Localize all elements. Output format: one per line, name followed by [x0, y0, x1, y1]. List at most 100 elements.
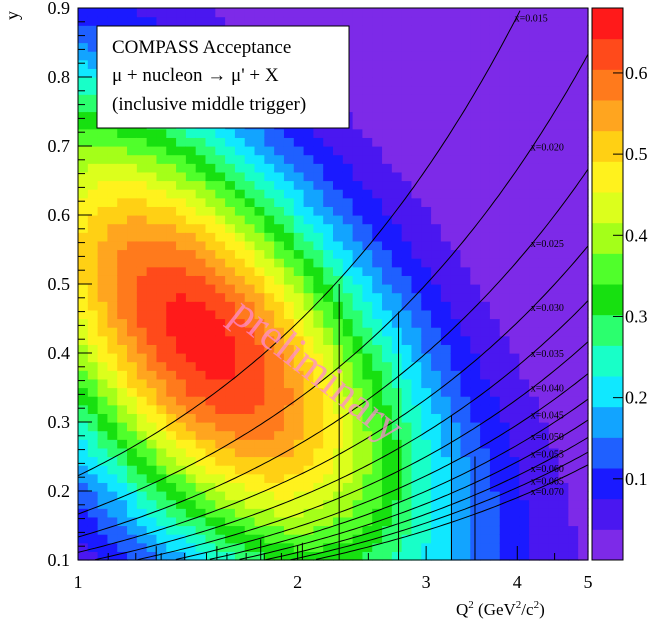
- heatmap-cell: [362, 180, 373, 190]
- heatmap-cell: [303, 370, 314, 380]
- heatmap-cell: [97, 171, 109, 182]
- heatmap-cell: [382, 542, 393, 552]
- heatmap-cell: [538, 413, 550, 423]
- heatmap-cell: [489, 146, 501, 156]
- heatmap-cell: [519, 163, 530, 173]
- heatmap-cell: [431, 456, 442, 466]
- heatmap-cell: [323, 292, 334, 302]
- heatmap-cell: [136, 508, 148, 518]
- heatmap-cell: [225, 404, 236, 414]
- heatmap-cell: [431, 499, 442, 509]
- heatmap-cell: [274, 456, 285, 466]
- heatmap-cell: [323, 344, 334, 354]
- heatmap-cell: [342, 439, 354, 449]
- colorbar-swatch: [592, 8, 623, 40]
- heatmap-cell: [244, 378, 256, 389]
- heatmap-cell: [303, 128, 314, 138]
- heatmap-cell: [107, 456, 118, 466]
- heatmap-cell: [460, 292, 471, 302]
- heatmap-cell: [470, 180, 481, 190]
- heatmap-cell: [489, 223, 501, 233]
- heatmap-cell: [244, 232, 256, 242]
- heatmap-cell: [509, 33, 520, 44]
- heatmap-cell: [391, 128, 403, 138]
- heatmap-cell: [254, 387, 265, 397]
- heatmap-cell: [215, 180, 226, 190]
- heatmap-cell: [215, 318, 226, 328]
- heatmap-cell: [323, 370, 334, 380]
- heatmap-cell: [136, 171, 148, 182]
- colorbar-swatch: [592, 161, 623, 193]
- heatmap-cell: [352, 396, 364, 406]
- heatmap-cell: [283, 378, 295, 389]
- heatmap-cell: [391, 353, 403, 363]
- heatmap-cell: [156, 387, 167, 397]
- heatmap-cell: [489, 508, 501, 518]
- heatmap-cell: [215, 456, 226, 466]
- heatmap-cell: [323, 215, 334, 225]
- heatmap-cell: [205, 361, 216, 371]
- heatmap-cell: [117, 335, 128, 345]
- heatmap-cell: [440, 266, 452, 276]
- heatmap-cell: [362, 361, 373, 371]
- heatmap-cell: [97, 447, 109, 458]
- heatmap-cell: [156, 163, 167, 173]
- heatmap-cell: [558, 120, 569, 130]
- x-tick-label: 4: [513, 572, 522, 592]
- heatmap-cell: [323, 473, 334, 483]
- heatmap-cell: [431, 309, 442, 320]
- heatmap-cell: [78, 551, 89, 561]
- heatmap-cell: [440, 25, 452, 35]
- heatmap-cell: [254, 473, 265, 483]
- heatmap-cell: [176, 456, 187, 466]
- heatmap-cell: [421, 473, 432, 483]
- heatmap-cell: [382, 275, 393, 285]
- heatmap-cell: [78, 516, 89, 527]
- heatmap-cell: [578, 94, 589, 104]
- heatmap-cell: [205, 335, 216, 345]
- heatmap-cell: [205, 249, 216, 259]
- heatmap-cell: [470, 102, 481, 113]
- heatmap-cell: [421, 180, 432, 190]
- heatmap-cell: [421, 508, 432, 518]
- heatmap-cell: [274, 163, 285, 173]
- heatmap-cell: [166, 206, 177, 216]
- heatmap-cell: [97, 430, 109, 440]
- heatmap-cell: [460, 249, 471, 259]
- heatmap-cell: [78, 94, 89, 104]
- heatmap-cell: [333, 249, 344, 259]
- heatmap-cell: [548, 59, 560, 69]
- heatmap-cell: [401, 180, 413, 190]
- heatmap-cell: [411, 542, 422, 552]
- heatmap-cell: [382, 120, 393, 130]
- heatmap-cell: [480, 335, 491, 345]
- heatmap-cell: [568, 215, 579, 225]
- heatmap-cell: [411, 378, 422, 389]
- heatmap-cell: [146, 439, 158, 449]
- heatmap-cell: [293, 215, 305, 225]
- heatmap-cell: [499, 206, 511, 216]
- heatmap-cell: [519, 171, 530, 182]
- heatmap-cell: [274, 240, 285, 251]
- heatmap-cell: [274, 396, 285, 406]
- heatmap-cell: [136, 516, 148, 527]
- heatmap-cell: [107, 344, 118, 354]
- heatmap-cell: [225, 137, 236, 147]
- heatmap-cell: [421, 85, 432, 95]
- heatmap-cell: [225, 396, 236, 406]
- heatmap-cell: [333, 447, 344, 458]
- heatmap-cell: [303, 180, 314, 190]
- heatmap-cell: [283, 370, 295, 380]
- heatmap-cell: [391, 120, 403, 130]
- heatmap-cell: [499, 180, 511, 190]
- heatmap-cell: [264, 534, 275, 544]
- heatmap-cell: [568, 370, 579, 380]
- heatmap-cell: [205, 396, 216, 406]
- heatmap-cell: [470, 128, 481, 138]
- heatmap-cell: [548, 353, 560, 363]
- heatmap-cell: [548, 499, 560, 509]
- heatmap-cell: [480, 378, 491, 389]
- heatmap-cell: [176, 361, 187, 371]
- heatmap-cell: [78, 413, 89, 423]
- heatmap-cell: [195, 137, 207, 147]
